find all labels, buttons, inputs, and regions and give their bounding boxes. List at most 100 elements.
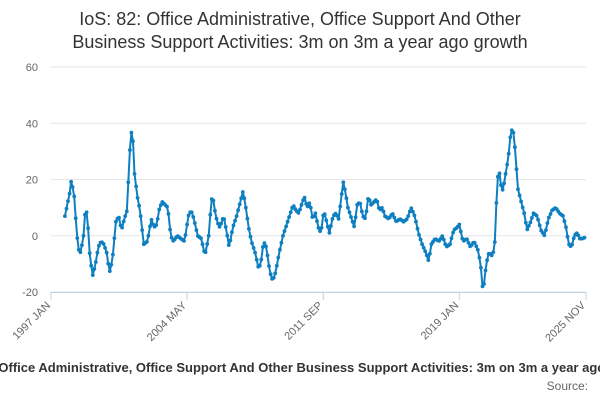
data-point (534, 213, 539, 218)
data-point (127, 148, 132, 152)
y-tick-label: 0 (32, 231, 38, 243)
data-point (72, 194, 77, 199)
data-point (363, 216, 367, 221)
data-point (216, 221, 220, 226)
data-point (182, 239, 186, 243)
data-point (330, 217, 335, 221)
data-point (537, 223, 542, 228)
data-point (479, 265, 483, 270)
data-point (339, 192, 344, 196)
data-point (562, 219, 567, 224)
data-point (497, 171, 502, 176)
data-point (109, 262, 114, 267)
data-point (222, 217, 227, 222)
data-point (492, 240, 497, 244)
data-point (525, 227, 530, 232)
data-point (264, 244, 268, 249)
data-point (426, 258, 431, 262)
data-point (254, 257, 259, 262)
data-point (466, 240, 471, 245)
data-point (511, 130, 516, 135)
data-point (262, 241, 267, 246)
data-point (336, 217, 341, 221)
data-point (86, 226, 90, 231)
data-point (106, 261, 111, 266)
data-point (409, 206, 414, 211)
data-point (228, 238, 233, 243)
data-point (165, 204, 169, 209)
data-point (547, 215, 551, 220)
data-point (329, 224, 333, 228)
data-point (121, 219, 126, 224)
data-point (261, 245, 265, 249)
data-point (67, 191, 72, 196)
data-point (189, 210, 194, 215)
data-point (503, 172, 508, 176)
data-point (168, 227, 173, 232)
x-tick-label: 2025 NOV (543, 299, 588, 344)
data-point (259, 257, 264, 262)
data-point (211, 198, 216, 203)
data-point (90, 273, 95, 277)
data-point (412, 213, 417, 218)
data-point (582, 235, 587, 240)
data-point (112, 236, 117, 241)
data-point (381, 209, 386, 214)
data-point (132, 172, 137, 176)
data-point (522, 211, 527, 216)
chart-title-line1: IoS: 82: Office Administrative, Office S… (79, 9, 521, 29)
data-point (251, 246, 256, 250)
data-point (73, 216, 78, 221)
data-point (528, 220, 533, 225)
data-point (375, 199, 380, 204)
data-point (349, 215, 353, 219)
data-point (131, 139, 135, 144)
data-point (312, 214, 316, 219)
data-point (250, 241, 254, 246)
data-point (92, 267, 97, 271)
data-point (477, 255, 482, 260)
data-point (307, 201, 312, 206)
data-point (81, 233, 86, 238)
data-point (70, 185, 75, 189)
data-point (380, 206, 384, 210)
data-point (517, 193, 522, 198)
data-point (308, 205, 313, 210)
y-tick-label: 60 (26, 62, 38, 74)
source-credit: Source: (546, 379, 588, 393)
x-tick-label: 1997 JAN (10, 300, 53, 343)
data-point (561, 213, 565, 218)
data-point (358, 201, 363, 206)
data-point (226, 243, 231, 248)
data-point (279, 240, 284, 245)
data-point (140, 228, 145, 233)
legend-series-label[interactable]: IoS: 82: Office Administrative, Office S… (0, 360, 600, 375)
data-point (278, 247, 282, 252)
data-point (367, 198, 372, 203)
legend[interactable]: IoS: 82: Office Administrative, Office S… (0, 360, 600, 380)
data-point (146, 233, 151, 238)
data-point (451, 230, 455, 235)
data-point (107, 269, 112, 273)
data-point (213, 208, 217, 213)
data-point (530, 216, 534, 220)
data-point (66, 199, 70, 204)
data-point (87, 251, 92, 256)
data-point (219, 221, 224, 226)
data-point (237, 202, 242, 207)
data-point (93, 260, 98, 264)
y-tick-label: 20 (26, 175, 38, 187)
data-point (441, 237, 446, 242)
data-point (322, 212, 327, 217)
data-point (236, 208, 241, 213)
data-point (158, 203, 163, 208)
data-point (318, 229, 322, 234)
data-point (390, 212, 395, 216)
data-point (75, 236, 80, 241)
data-point (157, 207, 162, 212)
data-point (253, 250, 257, 255)
data-point (542, 233, 547, 238)
data-point (315, 219, 319, 224)
data-point (247, 227, 251, 231)
data-point (482, 282, 486, 286)
